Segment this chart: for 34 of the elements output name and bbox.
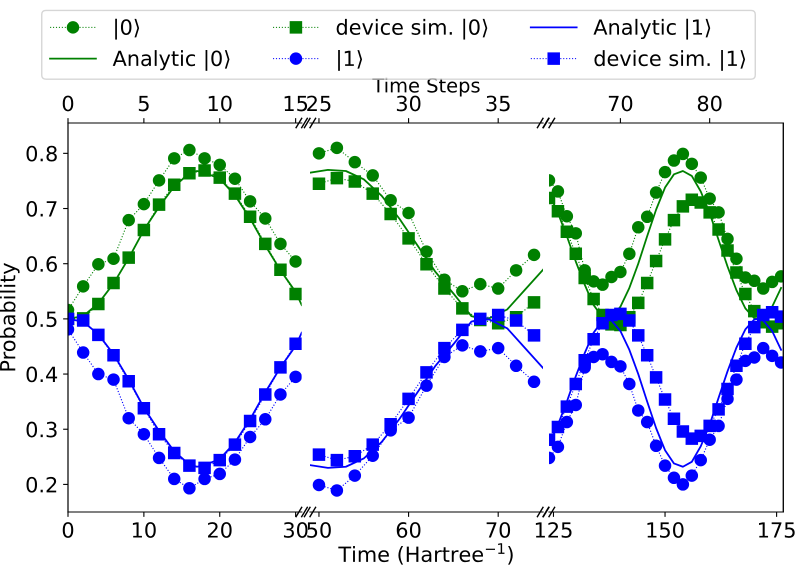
x2-tick-label: 80 (698, 96, 722, 112)
legend-label: device sim. |1⟩ (594, 50, 746, 71)
y-tick-label: 0.2 (26, 476, 56, 493)
legend-label: device sim. |0⟩ (336, 18, 488, 40)
x2-axis-title: Time Steps (372, 78, 480, 96)
x2-tick-label: 5 (138, 96, 149, 112)
x-tick-label: 60 (396, 522, 420, 538)
x2-tick-label: 70 (608, 96, 632, 112)
y-tick-label: 0.4 (26, 366, 58, 382)
y-tick-label: 0.8 (26, 146, 57, 162)
x-tick-label: 30 (284, 522, 308, 538)
x-tick-label: 150 (647, 522, 684, 538)
x2-tick-label: 30 (396, 96, 420, 112)
x-tick-label: 175 (759, 522, 795, 538)
legend-label: Analytic |1⟩ (593, 18, 710, 40)
legend-label: Analytic |0⟩ (112, 50, 230, 71)
y-tick-label: 0.3 (26, 422, 57, 438)
x-tick-label: 20 (208, 522, 232, 538)
x-tick-label: 70 (486, 522, 510, 538)
x-tick-label: 125 (536, 522, 572, 538)
x2-tick-label: 0 (62, 96, 74, 112)
x2-tick-label: 25 (307, 96, 330, 112)
legend-label: |1⟩ (338, 50, 362, 71)
x2-tick-label: 35 (486, 96, 510, 112)
x2-tick-label: 15 (284, 96, 308, 112)
legend-label: |0⟩ (115, 18, 140, 40)
x-tick-label: 50 (307, 522, 331, 538)
x-axis-title: Time (Hartree$^{−1}$) (338, 543, 513, 565)
y-tick-label: 0.5 (26, 311, 56, 328)
x-tick-label: 0 (62, 522, 74, 538)
y-tick-label: 0.6 (26, 256, 57, 272)
y-tick-label: 0.7 (26, 200, 56, 217)
x2-tick-label: 10 (208, 96, 232, 112)
x-tick-label: 10 (132, 522, 156, 538)
